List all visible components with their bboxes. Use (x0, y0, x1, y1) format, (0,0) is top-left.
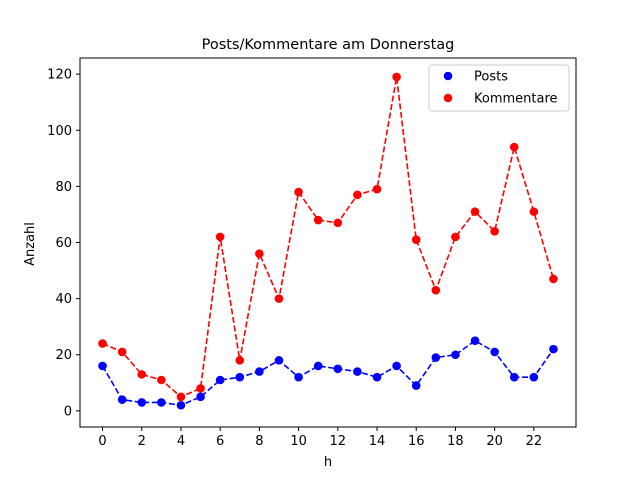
y-tick-label: 0 (64, 404, 72, 419)
series-1-point (117, 347, 127, 357)
series-1-point (157, 375, 166, 385)
series-1-point (470, 207, 480, 216)
series-0-point (411, 381, 421, 390)
series-1-point (176, 392, 186, 402)
x-tick-label: 14 (369, 434, 386, 449)
series-0-point (157, 398, 166, 407)
series-1-point (431, 285, 441, 295)
series-1-point (274, 294, 284, 303)
series-1-point (392, 72, 401, 82)
series-line-1 (102, 76, 555, 398)
legend-label-0: Posts (474, 70, 508, 85)
legend-marker-0 (443, 71, 453, 81)
series-0-point (372, 372, 382, 382)
y-tick-label: 20 (55, 348, 72, 363)
series-1-point (411, 235, 421, 244)
legend: Posts Kommentare (428, 64, 570, 112)
x-tick-label: 10 (290, 434, 307, 449)
x-tick-label: 22 (526, 434, 543, 449)
series-0-point (98, 361, 107, 371)
series-1-point (313, 215, 323, 225)
y-tick-label: 60 (55, 236, 72, 251)
series-1-point (235, 356, 245, 365)
x-tick-label: 6 (216, 434, 224, 449)
x-tick-label: 20 (486, 434, 503, 449)
series-0-point (353, 367, 362, 376)
x-tick-label: 8 (255, 434, 263, 449)
plot-area: 0 2 4 6 8 10 12 14 16 18 20 22 0 20 40 60 80 100 120 (47, 57, 577, 449)
series-1-point (451, 232, 460, 242)
series-0-point (470, 336, 480, 346)
x-tick-label: 4 (177, 434, 185, 449)
series-1-point (372, 184, 382, 194)
series-0-point (549, 344, 558, 354)
y-tick-label: 40 (55, 292, 72, 307)
legend-marker-1 (443, 93, 453, 103)
series-0-point (215, 375, 225, 385)
x-tick-label: 16 (408, 434, 425, 449)
series-0-point (451, 350, 460, 360)
x-tick-label: 2 (138, 434, 146, 449)
series-1-point (215, 232, 225, 242)
series-1-point (549, 274, 558, 284)
series-0-point (235, 372, 245, 382)
series-1-point (255, 249, 264, 259)
series-0-point (137, 398, 147, 407)
y-tick-label: 120 (47, 68, 72, 83)
x-tick-label: 0 (98, 434, 106, 449)
series-0-point (509, 372, 519, 382)
x-axis-label: h (324, 455, 332, 470)
x-tick-label: 18 (447, 434, 464, 449)
series-1-point (509, 142, 519, 152)
series-0-point (431, 353, 441, 362)
series-0-point (529, 372, 539, 382)
series-0-point (294, 372, 303, 382)
series-0-point (490, 347, 499, 357)
legend-label-1: Kommentare (474, 92, 558, 107)
series-0-point (255, 367, 264, 376)
series-0-point (117, 395, 127, 404)
series-0-point (274, 356, 284, 365)
series-1-point (490, 226, 499, 236)
series-1-point (353, 190, 362, 200)
series-1-point (333, 218, 343, 228)
series-1-point (98, 339, 107, 348)
chart-title: Posts/Kommentare am Donnerstag (202, 37, 455, 53)
legend-box (428, 64, 570, 112)
y-tick-label: 100 (47, 124, 72, 139)
series-1-point (137, 370, 147, 379)
series-1-point (294, 187, 303, 197)
series-1-point (529, 207, 539, 216)
series-0-point (176, 400, 186, 410)
x-tick-label: 12 (330, 434, 347, 449)
series-0-point (196, 392, 205, 402)
y-axis-label: Anzahl (23, 222, 38, 266)
y-tick-label: 80 (55, 180, 72, 195)
series-0-point (313, 361, 323, 371)
series-1-point (196, 384, 205, 393)
series-0-point (392, 361, 401, 371)
series-0-point (333, 364, 343, 374)
